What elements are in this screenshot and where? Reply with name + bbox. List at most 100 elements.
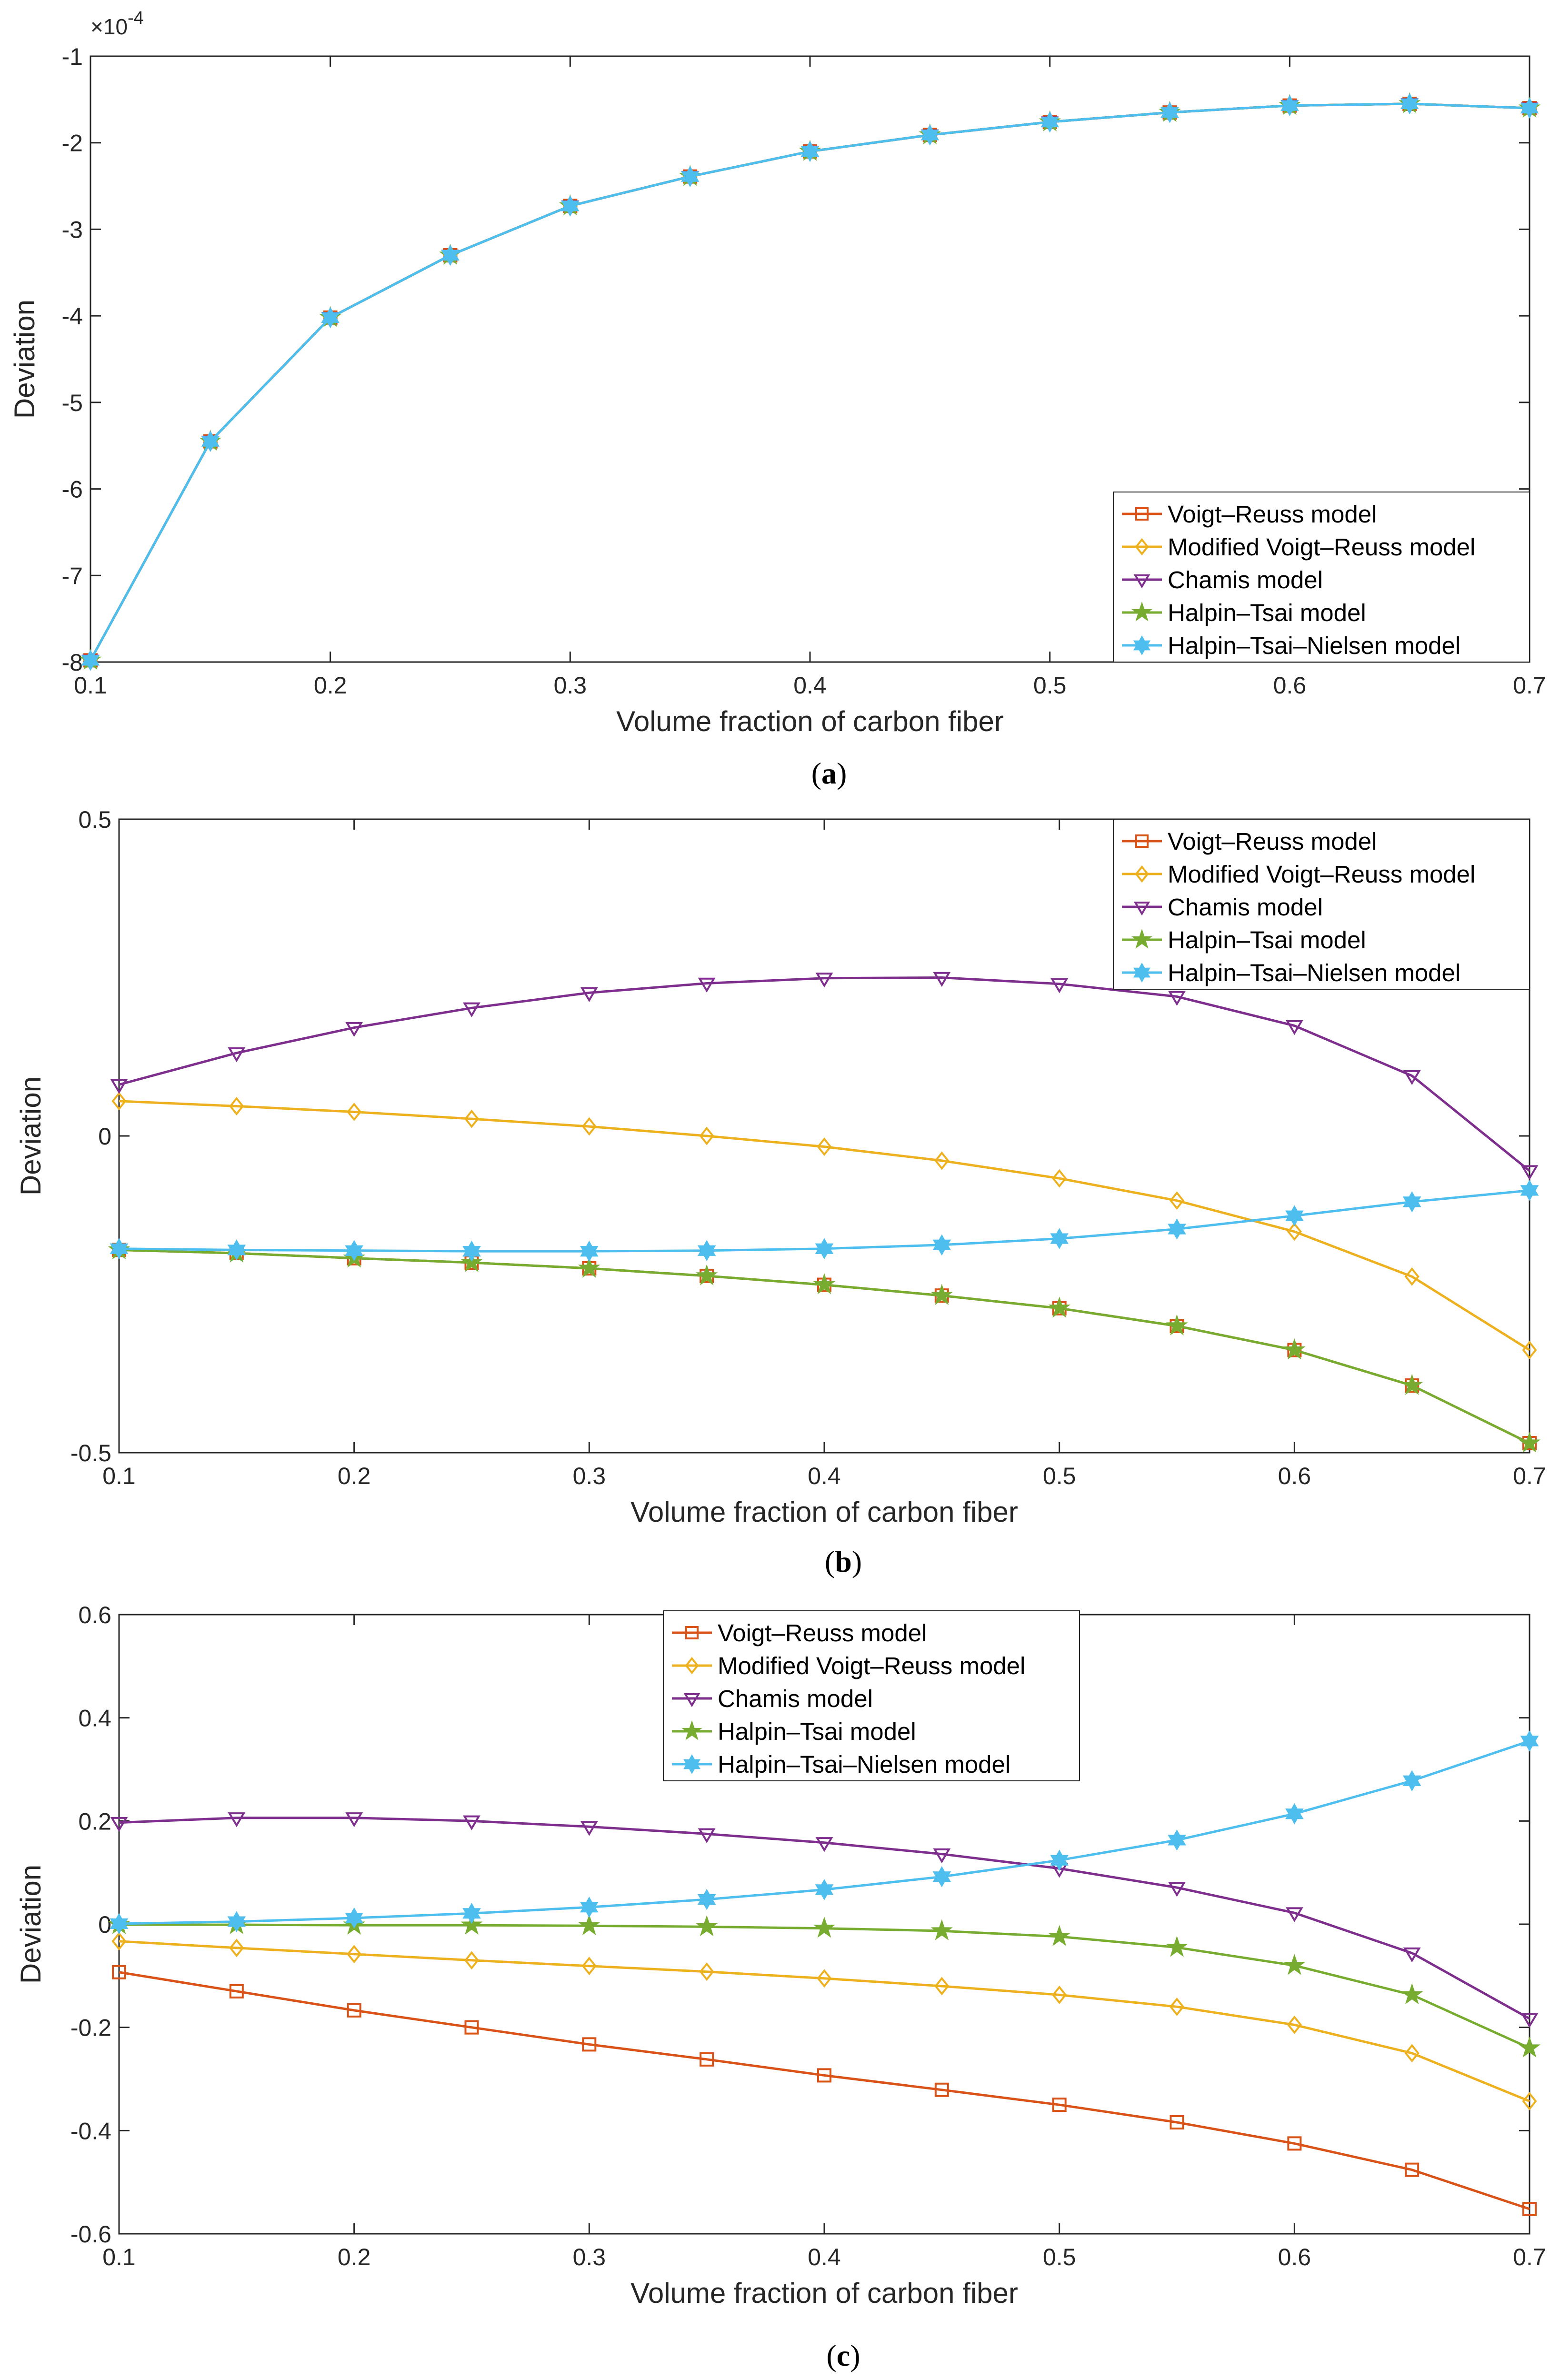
legend-label: Halpin–Tsai–Nielsen model	[718, 1751, 1010, 1778]
legend-marker	[1133, 635, 1151, 655]
y-tick-label: -5	[62, 390, 83, 416]
data-point	[580, 1897, 599, 1918]
legend-box	[1113, 492, 1530, 663]
legend-entry: Halpin–Tsai model	[1122, 599, 1366, 626]
data-point	[1168, 1218, 1186, 1240]
panel-caption: (a)	[811, 756, 847, 790]
data-point	[1048, 1925, 1070, 1946]
data-point	[1520, 1165, 1539, 1180]
series-modified-voigt-reuss	[111, 1932, 1537, 2111]
data-point	[228, 1047, 246, 1063]
data-point	[1048, 1296, 1070, 1318]
series-line	[119, 1100, 1530, 1351]
legend-label: Halpin–Tsai model	[718, 1718, 916, 1745]
y-tick-label: 0	[98, 1123, 111, 1150]
y-tick-label: -2	[62, 130, 83, 157]
data-point	[800, 141, 820, 162]
legend-box	[1113, 819, 1530, 990]
data-point	[462, 1903, 481, 1924]
y-tick-label: -0.4	[70, 2118, 111, 2144]
legend-marker	[1131, 928, 1152, 949]
series-line	[119, 1971, 1530, 2210]
legend-entry: Modified Voigt–Reuss model	[1122, 861, 1475, 888]
data-point	[347, 1945, 362, 1964]
data-point	[1404, 2044, 1420, 2063]
data-point	[1520, 97, 1539, 119]
legend-entry: Voigt–Reuss model	[672, 1619, 927, 1647]
y-tick-label: -3	[62, 216, 83, 243]
legend-marker	[1135, 507, 1149, 521]
data-point	[345, 1022, 363, 1037]
data-point	[697, 1240, 716, 1261]
data-point	[1287, 2015, 1302, 2034]
chart-panel-c: 0.1 0.2 0.3 0.4 0.5 0.6 0.7 -0.6 -0.4 -0.2 0 0.2 0.4…	[15, 1602, 1546, 2372]
series-modified-voigt-reuss	[111, 1092, 1537, 1359]
data-point	[934, 1288, 949, 1303]
legend-label: Chamis model	[718, 1685, 873, 1712]
legend-b: Voigt–Reuss model Modified Voigt–Reuss mo…	[1113, 819, 1530, 990]
legend-entry: Chamis model	[1122, 894, 1323, 921]
data-point	[813, 1273, 836, 1295]
y-tick-label: 0.5	[78, 806, 111, 833]
legend-entry: Modified Voigt–Reuss model	[1122, 533, 1475, 561]
legend-entry: Chamis model	[1122, 566, 1323, 593]
data-point	[1040, 111, 1059, 133]
data-point	[112, 1965, 126, 1979]
legend-marker	[1133, 574, 1150, 589]
legend-label: Chamis model	[1168, 894, 1323, 921]
data-point	[934, 1151, 950, 1170]
data-point	[1404, 1267, 1420, 1286]
data-point	[1403, 1947, 1421, 1963]
data-point	[817, 1969, 832, 1988]
data-point	[1050, 1849, 1069, 1871]
y-tick-label: 0.2	[78, 1808, 111, 1835]
legend-entry: Halpin–Tsai–Nielsen model	[1122, 632, 1460, 659]
y-axis-label: Deviation	[9, 300, 40, 419]
legend-entry: Halpin–Tsai–Nielsen model	[1122, 959, 1460, 986]
data-point	[110, 1079, 128, 1094]
legend-entry: Chamis model	[672, 1685, 873, 1712]
y-tick-label: -0.6	[70, 2221, 111, 2248]
y-tick-label: 0.6	[78, 1602, 111, 1628]
data-point	[1400, 1983, 1423, 2005]
data-point	[229, 1097, 244, 1115]
data-point	[815, 1837, 833, 1852]
data-point	[227, 1911, 246, 1932]
data-point	[1522, 2092, 1537, 2111]
x-tick-label: 0.2	[338, 1463, 371, 1489]
x-axis-label: Volume fraction of carbon fiber	[630, 1496, 1018, 1528]
y-tick-label: -0.2	[70, 2015, 111, 2041]
legend-label: Voigt–Reuss model	[1168, 501, 1377, 528]
data-point	[1403, 1070, 1421, 1085]
panel-caption: (b)	[825, 1545, 862, 1578]
legend-label: Halpin–Tsai model	[1168, 926, 1366, 954]
legend-label: Modified Voigt–Reuss model	[1168, 861, 1475, 888]
legend-marker	[683, 1693, 700, 1707]
data-point	[1169, 1191, 1185, 1210]
data-point	[1522, 1436, 1537, 1451]
x-tick-label: 0.5	[1033, 672, 1067, 699]
data-point	[580, 1821, 598, 1836]
y-tick-label: -0.5	[70, 1440, 111, 1466]
legend-entry: Halpin–Tsai model	[672, 1718, 916, 1745]
data-point	[110, 1913, 129, 1935]
data-point	[345, 1240, 363, 1261]
data-point	[817, 1277, 831, 1292]
data-point	[462, 1240, 481, 1262]
x-tick-label: 0.3	[573, 2244, 606, 2270]
data-point	[697, 1888, 716, 1910]
data-point	[441, 244, 460, 266]
data-point	[695, 1915, 718, 1937]
data-point	[920, 124, 940, 146]
data-point	[578, 1256, 600, 1278]
data-point	[1520, 2013, 1539, 2028]
data-point	[1285, 1205, 1304, 1226]
data-point	[933, 972, 951, 987]
chart-panel-a: 0.1 0.2 0.3 0.4 0.5 0.6 0.7 -8 -7 -6 -5 -4 -3 -2 -1 ×10…	[9, 8, 1546, 790]
data-point	[561, 195, 580, 217]
y-tick-label: -7	[62, 562, 83, 589]
panel-caption: (c)	[826, 2339, 860, 2372]
legend-label: Chamis model	[1168, 566, 1323, 593]
data-point	[1170, 2115, 1184, 2129]
legend-entry: Voigt–Reuss model	[1122, 828, 1377, 855]
